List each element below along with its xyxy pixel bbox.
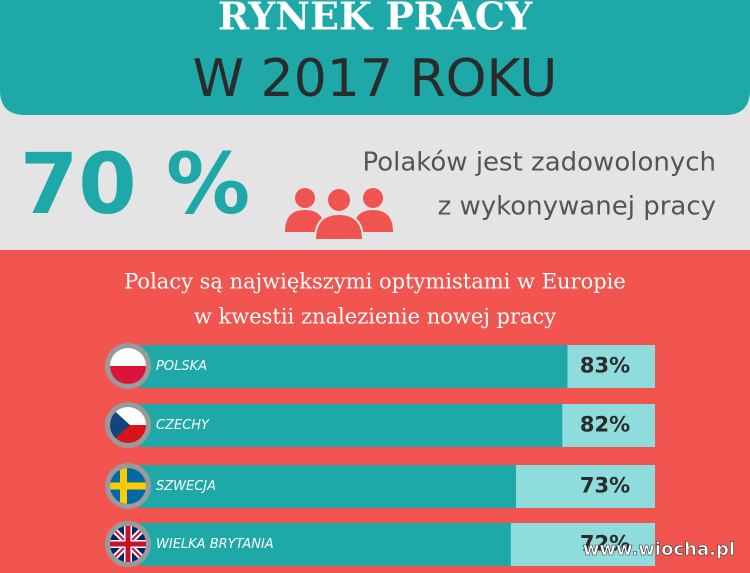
value-label: 83%: [580, 354, 630, 378]
bar: [140, 345, 568, 388]
value-label: 73%: [580, 474, 630, 498]
subtitle: W 2017 ROKU: [193, 49, 558, 109]
stat-value: 70 %: [20, 135, 250, 233]
value-label: 72%: [580, 532, 630, 556]
country-label: SZWECJA: [156, 479, 216, 494]
title: RYNEK PRACY: [218, 0, 533, 39]
stat-text: Polaków jest zadowolonych: [362, 148, 716, 178]
stat-text: z wykonywanej pracy: [438, 192, 716, 222]
bar: [140, 465, 516, 508]
survey-heading: w kwestii znalezienie nowej pracy: [194, 305, 556, 329]
watermark: www.wiocha.pl: [583, 539, 735, 560]
people-icon: [285, 187, 393, 241]
country-label: CZECHY: [156, 418, 210, 433]
bar: [140, 523, 511, 566]
survey-heading: Polacy są największymi optymistami w Eur…: [124, 270, 626, 294]
country-label: WIELKA BRYTANIA: [156, 537, 274, 552]
value-label: 82%: [580, 413, 630, 437]
flags: [105, 343, 151, 567]
country-label: POLSKA: [156, 359, 207, 374]
header-band: [0, 0, 750, 115]
bar: [140, 404, 563, 447]
